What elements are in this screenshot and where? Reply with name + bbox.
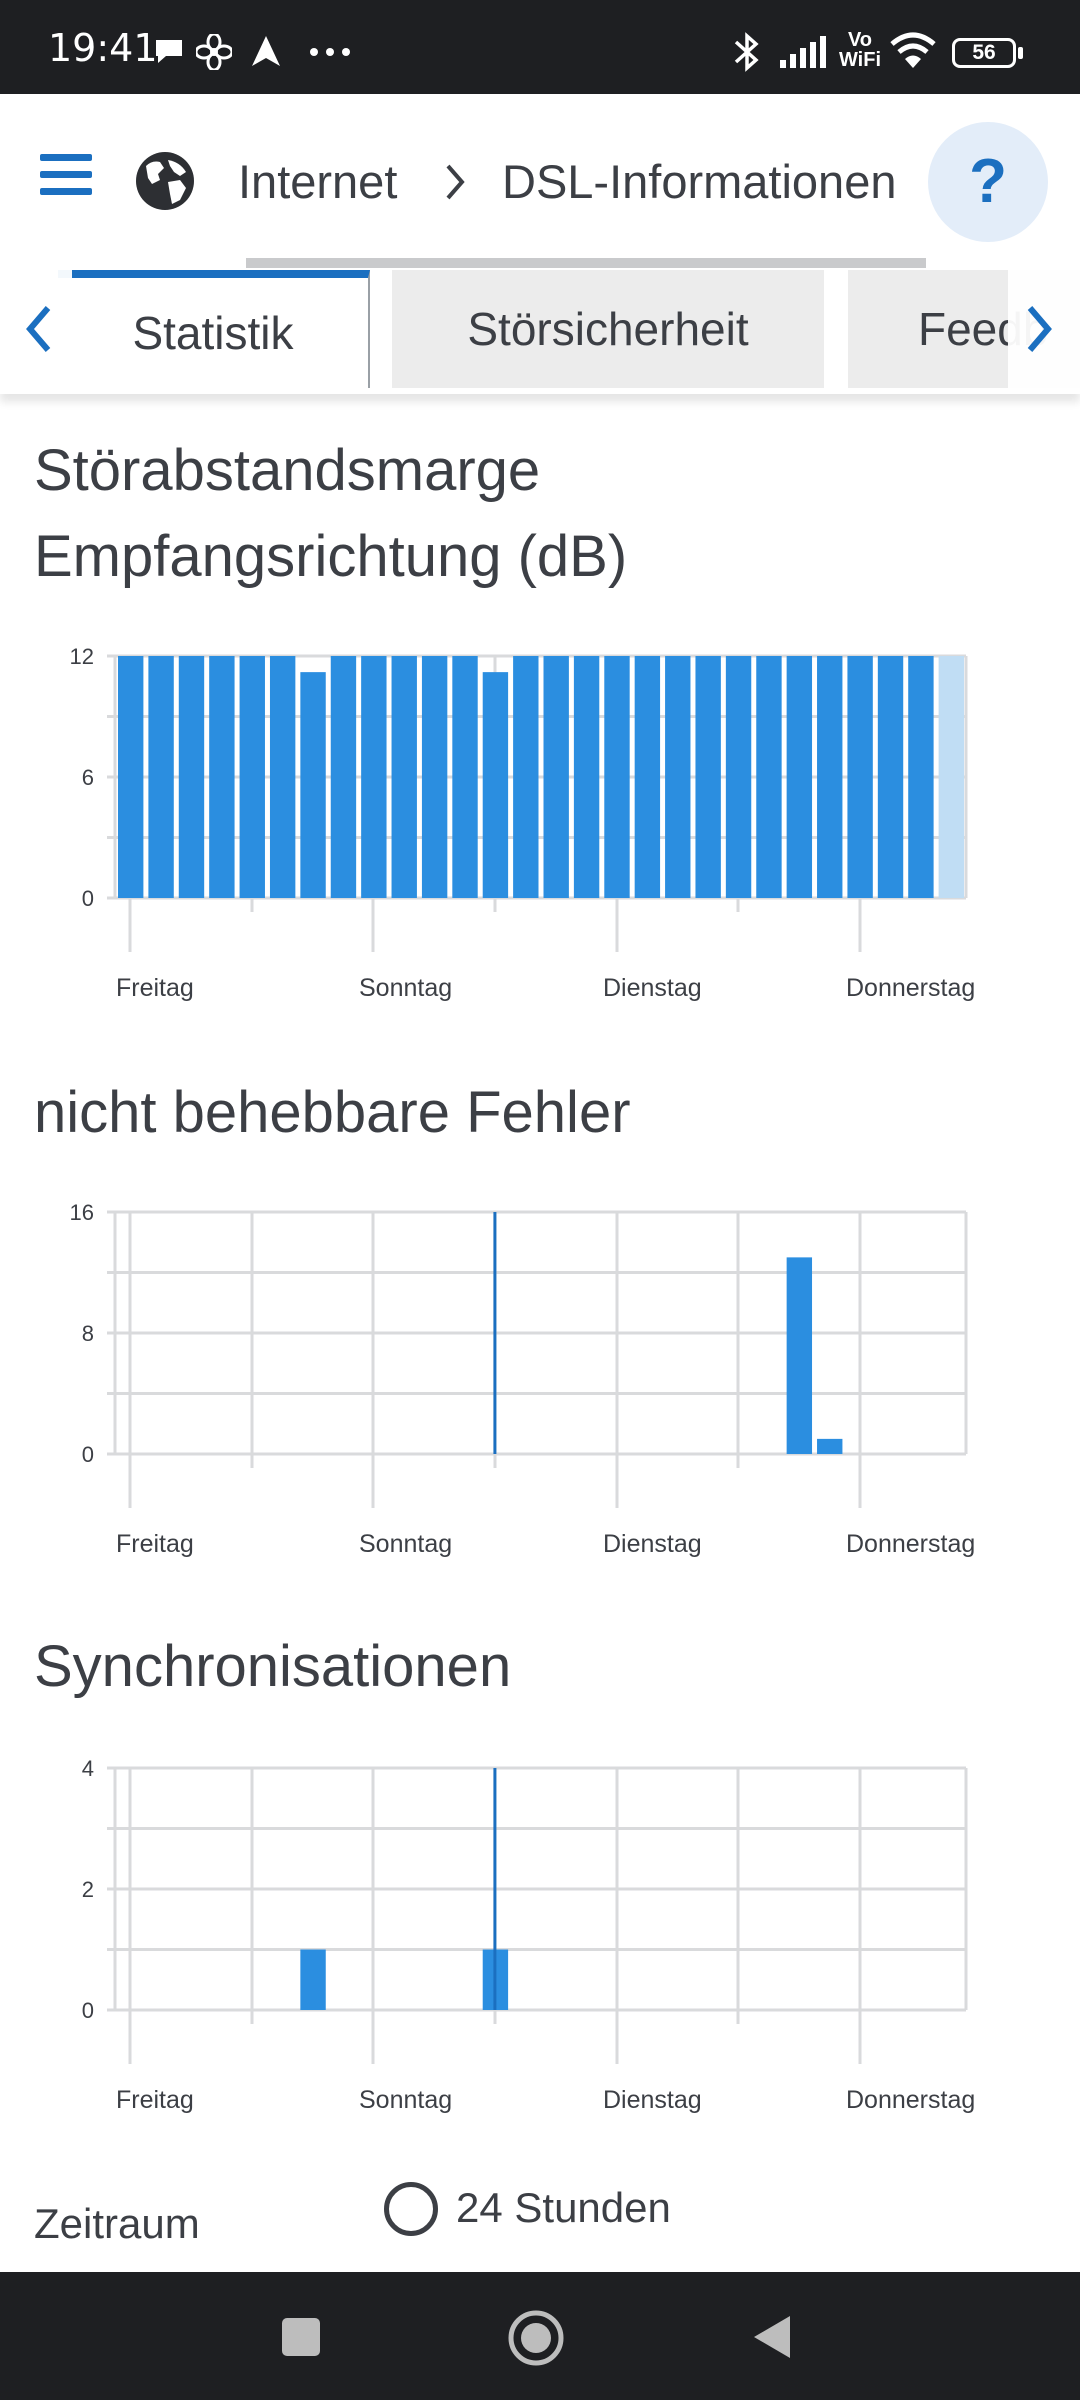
help-button[interactable]: ?	[928, 122, 1048, 242]
tabs-scroll-right-button[interactable]	[1008, 270, 1080, 388]
chart-bar	[330, 656, 357, 898]
tab-scroll-indicator	[246, 258, 926, 268]
x-tick-label: Donnerstag	[846, 2086, 975, 2114]
chart-bar	[482, 672, 509, 898]
fan-notification-icon	[196, 34, 232, 70]
chart-nicht-behebbare-fehler-svg: 16 8 0 Freitag Sonntag Dienstag Donnerstag	[70, 1200, 976, 1558]
chart-title-synchronisationen: Synchronisationen	[34, 1634, 512, 1699]
chart-bar	[938, 656, 964, 898]
y-tick-label: 8	[82, 1321, 94, 1346]
chart-bar	[634, 656, 661, 898]
more-notifications-icon	[310, 48, 350, 56]
navigation-arrow-icon	[252, 36, 280, 66]
signal-strength-icon	[780, 36, 826, 68]
y-tick-label: 0	[82, 1998, 94, 2023]
tab-stoersicherheit[interactable]: Störsicherheit	[392, 270, 824, 388]
chart-bar	[118, 656, 144, 898]
chart-bar	[361, 656, 387, 898]
x-tick-label: Sonntag	[359, 974, 452, 1002]
period-radio-24h[interactable]	[384, 2182, 438, 2236]
chart-bar	[391, 656, 417, 898]
home-button[interactable]	[506, 2308, 566, 2368]
chart-nicht-behebbare-fehler: 16 8 0 Freitag Sonntag Dienstag Donnerstag	[0, 1176, 1080, 1576]
breadcrumb-internet[interactable]: Internet	[238, 155, 398, 208]
x-tick-label: Freitag	[116, 974, 194, 1002]
chart-bar	[847, 656, 873, 898]
chart-bar	[239, 656, 265, 898]
chart-bar	[513, 656, 539, 898]
y-tick-label: 12	[70, 644, 94, 669]
chart-bar	[148, 656, 174, 898]
y-tick-label: 0	[82, 1442, 94, 1467]
chart-bar	[786, 1257, 813, 1454]
chart-bar	[725, 656, 752, 898]
chart-bar	[269, 656, 296, 898]
tab-bar: Statistik Störsicherheit Feedb	[0, 258, 1080, 394]
wifi-icon	[890, 32, 936, 68]
chart-bar	[300, 672, 326, 898]
chart-bar	[756, 656, 782, 898]
back-button[interactable]	[750, 2312, 794, 2362]
tabs-scroll-left-button[interactable]	[0, 270, 72, 388]
chart-bar	[543, 656, 569, 898]
y-tick-label: 0	[82, 886, 94, 911]
x-tick-label: Freitag	[116, 1530, 194, 1558]
globe-icon	[136, 152, 194, 210]
chart-synchronisationen-svg: 4 2 0 Freitag Sonntag Dienstag Donnerstag	[82, 1756, 976, 2114]
x-tick-label: Dienstag	[603, 974, 702, 1002]
chart-bar	[908, 656, 934, 898]
status-bar: 19:41 Vo WiFi 56	[0, 0, 1080, 94]
y-tick-label: 4	[82, 1756, 94, 1781]
menu-icon[interactable]	[40, 154, 92, 196]
y-tick-label: 16	[70, 1200, 94, 1225]
breadcrumb-chevron-icon	[446, 164, 465, 200]
chart-bar	[452, 656, 478, 898]
chart-bar	[817, 1438, 843, 1454]
vowifi-icon: Vo WiFi	[838, 29, 882, 71]
chart-bar	[209, 656, 235, 898]
chart-bar	[695, 656, 721, 898]
chart-bar	[604, 656, 630, 898]
chart-title-stoerabstandsmarge: Störabstandsmarge Empfangsrichtung (dB)	[34, 438, 628, 589]
battery-tip	[1018, 47, 1023, 59]
x-tick-label: Dienstag	[603, 1530, 702, 1558]
chart-bar	[421, 656, 448, 898]
chart-bar	[817, 656, 843, 898]
app-header: Internet DSL-Informationen ?	[0, 94, 1080, 264]
bluetooth-icon	[734, 32, 759, 72]
chart-synchronisationen: 4 2 0 Freitag Sonntag Dienstag Donnerstag	[0, 1732, 1080, 2132]
chevron-left-icon	[26, 306, 51, 352]
recents-button[interactable]	[280, 2316, 322, 2358]
tab-statistik[interactable]: Statistik	[58, 270, 370, 388]
chart-bar	[786, 656, 813, 898]
chart-stoerabstandsmarge: 12 6 0 Freitag Sonntag Dienstag Donnerstag	[0, 620, 1080, 1020]
chart-bar	[573, 656, 600, 898]
chevron-right-icon	[1027, 306, 1052, 352]
chart-bar	[178, 656, 205, 898]
x-tick-label: Dienstag	[603, 2086, 702, 2114]
x-tick-label: Donnerstag	[846, 974, 975, 1002]
period-option-label[interactable]: 24 Stunden	[456, 2184, 671, 2231]
y-tick-label: 2	[82, 1877, 94, 1902]
battery-icon: 56	[952, 38, 1016, 68]
x-tick-label: Freitag	[116, 2086, 194, 2114]
chart-bar	[300, 1949, 326, 2010]
chart-bar	[877, 656, 904, 898]
status-time: 19:41	[48, 26, 158, 70]
x-tick-label: Sonntag	[359, 1530, 452, 1558]
chart-stoerabstandsmarge-svg: 12 6 0 Freitag Sonntag Dienstag Donnerstag	[70, 644, 976, 1002]
x-tick-label: Sonntag	[359, 2086, 452, 2114]
y-tick-label: 6	[82, 765, 94, 790]
chat-notification-icon	[156, 40, 182, 63]
system-nav-bar	[0, 2272, 1080, 2400]
x-tick-label: Donnerstag	[846, 1530, 975, 1558]
chart-title-nicht-behebbare-fehler: nicht behebbare Fehler	[34, 1080, 631, 1145]
breadcrumb-dsl-informationen: DSL-Informationen	[502, 155, 897, 208]
chart-bar	[665, 656, 691, 898]
period-label: Zeitraum	[34, 2200, 200, 2247]
